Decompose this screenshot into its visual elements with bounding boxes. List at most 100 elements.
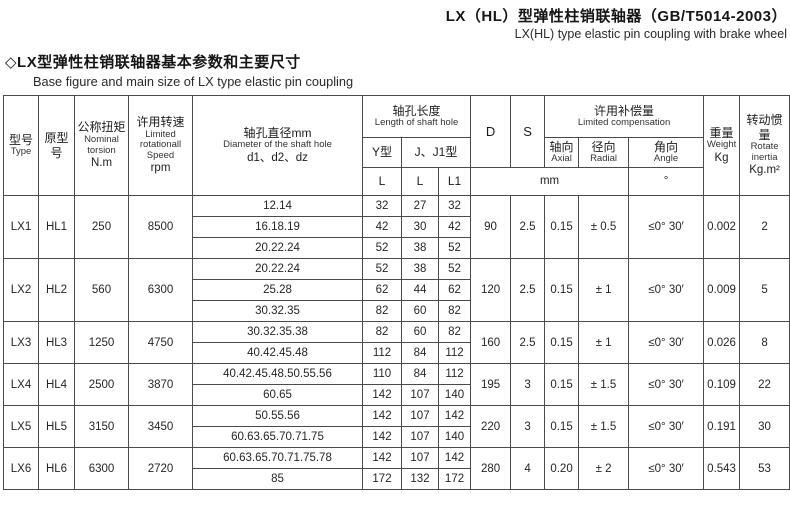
section-heading: ◇LX型弹性柱销联轴器基本参数和主要尺寸 Base figure and mai… xyxy=(5,51,353,89)
cell-shaft-diameter: 12.14 xyxy=(192,195,363,217)
cell-length-l1: 52 xyxy=(437,258,472,280)
cell-d: 280 xyxy=(470,447,512,490)
header-inertia: 转动惯量 Rotate inertia Kg.m² xyxy=(739,95,790,196)
header-s: S xyxy=(510,95,546,168)
cell-torque: 250 xyxy=(74,195,129,259)
cell-angle: ≤0° 30′ xyxy=(628,321,705,364)
cell-weight: 0.191 xyxy=(703,405,741,448)
cell-speed: 4750 xyxy=(128,321,193,364)
header-torque-zh: 公称扭矩 xyxy=(77,120,126,135)
cell-length-l1: 172 xyxy=(437,468,472,490)
header-inertia-unit: Kg.m² xyxy=(749,164,780,177)
header-torque-en2: torsion xyxy=(87,144,116,156)
cell-length-j-l: 107 xyxy=(401,447,439,469)
cell-angle: ≤0° 30′ xyxy=(628,405,705,448)
cell-shaft-diameter: 20.22.24 xyxy=(192,237,363,259)
section-heading-en: Base figure and main size of LX type ela… xyxy=(33,74,354,89)
header-deg-unit: ° xyxy=(628,167,705,196)
cell-orig-model: HL6 xyxy=(38,447,75,490)
table-row: 30.32.35 82 60 82 xyxy=(4,300,790,322)
cell-torque: 6300 xyxy=(74,447,129,490)
header-angle-en: Angle xyxy=(653,153,679,165)
cell-length-j-l: 44 xyxy=(401,279,439,301)
cell-angle: ≤0° 30′ xyxy=(628,447,705,490)
header-dia-en: Diameter of the shaft hole xyxy=(223,139,332,151)
header-l-j-label: L xyxy=(416,174,424,189)
cell-length-j-l: 60 xyxy=(401,321,439,343)
header-weight: 重量 Weight Kg xyxy=(703,95,741,196)
cell-speed: 3870 xyxy=(128,363,193,406)
cell-shaft-diameter: 85 xyxy=(192,468,363,490)
header-dia-sub: d1、d2、dz xyxy=(247,151,308,164)
cell-inertia: 53 xyxy=(739,447,790,490)
cell-length-j-l: 107 xyxy=(401,405,439,427)
cell-length-l1: 112 xyxy=(437,342,472,364)
table-row: LX3 HL3 1250 4750 30.32.35.38 82 60 82 160 2.5 0.1… xyxy=(3,321,790,364)
cell-torque: 3150 xyxy=(74,405,129,448)
cell-length-l1: 82 xyxy=(437,300,472,322)
cell-shaft-diameter: 60.65 xyxy=(192,384,363,406)
header-axial-zh: 轴向 xyxy=(549,139,574,154)
table-row: LX1 HL1 250 8500 12.14 32 27 32 90 2.5 0.15 ± 0.5 ≤0… xyxy=(3,195,790,259)
table-row: 25.28 62 44 62 xyxy=(4,279,790,301)
cell-length-y-l: 42 xyxy=(362,216,402,238)
cell-length-y-l: 142 xyxy=(362,426,402,448)
header-axial-en: Axial xyxy=(551,153,572,165)
cell-radial: ± 1 xyxy=(578,321,630,364)
header-mm-unit: mm xyxy=(470,167,630,196)
cell-length-y-l: 172 xyxy=(362,468,402,490)
header-speed: 许用转速 Limited rotationall Speed rpm xyxy=(128,95,193,196)
cell-length-y-l: 82 xyxy=(362,300,402,322)
table-row: 85 172 132 172 xyxy=(4,468,790,490)
cell-length-l1: 140 xyxy=(437,426,472,448)
cell-model: LX6 xyxy=(3,447,39,490)
cell-s: 4 xyxy=(510,447,546,490)
cell-torque: 1250 xyxy=(74,321,129,364)
cell-d: 220 xyxy=(470,405,512,448)
cell-axial: 0.15 xyxy=(544,363,580,406)
cell-axial: 0.20 xyxy=(544,447,580,490)
header-shaft-length: 轴孔长度 Length of shaft hole xyxy=(361,95,472,138)
cell-torque: 560 xyxy=(74,258,129,322)
cell-length-j-l: 27 xyxy=(401,195,439,217)
cell-speed: 3450 xyxy=(128,405,193,448)
header-d-label: D xyxy=(485,123,496,139)
header-radial-zh: 径向 xyxy=(591,139,616,154)
header-radial-en: Radial xyxy=(590,153,617,165)
table-row: 40.42.45.48 112 84 112 xyxy=(4,342,790,364)
spec-table: 型号 Type 原型号 公称扭矩 Nominal torsion N.m 许用转… xyxy=(3,95,790,490)
header-torque: 公称扭矩 Nominal torsion N.m xyxy=(74,95,129,196)
cell-shaft-diameter: 16.18.19 xyxy=(192,216,363,238)
section-heading-zh: ◇LX型弹性柱销联轴器基本参数和主要尺寸 xyxy=(5,54,301,71)
header-type-zh: 型号 xyxy=(8,132,33,147)
cell-weight: 0.543 xyxy=(703,447,741,490)
header-weight-zh: 重量 xyxy=(709,125,734,140)
header-deg-unit-label: ° xyxy=(663,175,669,188)
cell-orig-model: HL5 xyxy=(38,405,75,448)
table-row: 20.22.24 52 38 52 xyxy=(4,237,790,259)
page-title-zh: LX（HL）型弹性柱销联轴器（GB/T5014-2003） xyxy=(445,8,787,25)
cell-length-j-l: 132 xyxy=(401,468,439,490)
cell-inertia: 8 xyxy=(739,321,790,364)
cell-shaft-diameter: 25.28 xyxy=(192,279,363,301)
cell-orig-model: HL2 xyxy=(38,258,75,322)
page-title-en: LX(HL) type elastic pin coupling with br… xyxy=(514,27,787,41)
cell-shaft-diameter: 40.42.45.48.50.55.56 xyxy=(192,363,363,385)
cell-model: LX5 xyxy=(3,405,39,448)
cell-length-l1: 42 xyxy=(437,216,472,238)
cell-inertia: 30 xyxy=(739,405,790,448)
cell-shaft-diameter: 30.32.35 xyxy=(192,300,363,322)
table-row: LX6 HL6 6300 2720 60.63.65.70.71.75.78 142 107… xyxy=(3,447,790,490)
cell-model: LX1 xyxy=(3,195,39,259)
cell-length-l1: 112 xyxy=(437,363,472,385)
cell-length-j-l: 107 xyxy=(401,384,439,406)
header-speed-en3: Speed xyxy=(146,149,175,161)
cell-axial: 0.15 xyxy=(544,321,580,364)
cell-weight: 0.009 xyxy=(703,258,741,322)
cell-inertia: 5 xyxy=(739,258,790,322)
cell-length-l1: 142 xyxy=(437,447,472,469)
table-row: 60.65 142 107 140 xyxy=(4,384,790,406)
cell-radial: ± 1.5 xyxy=(578,405,630,448)
cell-length-l1: 140 xyxy=(437,384,472,406)
